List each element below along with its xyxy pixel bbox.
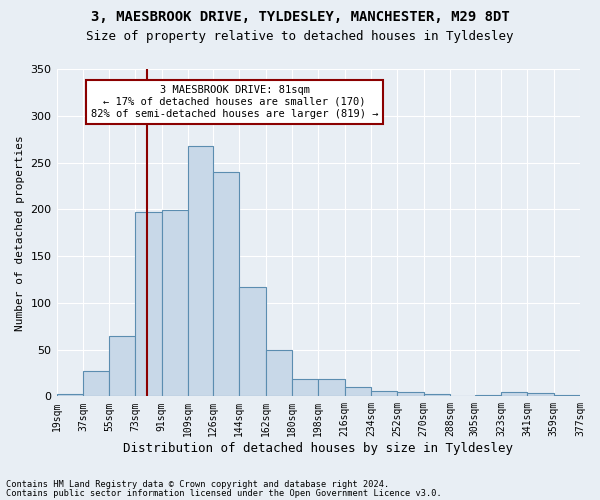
- Bar: [344, 387, 371, 396]
- Bar: [527, 392, 554, 396]
- Text: Contains HM Land Registry data © Crown copyright and database right 2024.: Contains HM Land Registry data © Crown c…: [6, 480, 389, 489]
- Bar: [162, 210, 188, 396]
- X-axis label: Distribution of detached houses by size in Tyldesley: Distribution of detached houses by size …: [123, 442, 513, 455]
- Text: Contains public sector information licensed under the Open Government Licence v3: Contains public sector information licen…: [6, 490, 442, 498]
- Bar: [318, 380, 344, 396]
- Bar: [371, 390, 397, 396]
- Bar: [188, 146, 213, 396]
- Text: 3, MAESBROOK DRIVE, TYLDESLEY, MANCHESTER, M29 8DT: 3, MAESBROOK DRIVE, TYLDESLEY, MANCHESTE…: [91, 10, 509, 24]
- Y-axis label: Number of detached properties: Number of detached properties: [15, 135, 25, 330]
- Bar: [292, 378, 318, 396]
- Text: 3 MAESBROOK DRIVE: 81sqm
← 17% of detached houses are smaller (170)
82% of semi-: 3 MAESBROOK DRIVE: 81sqm ← 17% of detach…: [91, 86, 378, 118]
- Bar: [83, 371, 109, 396]
- Bar: [239, 287, 266, 397]
- Bar: [266, 350, 292, 397]
- Bar: [424, 394, 450, 396]
- Bar: [213, 172, 239, 396]
- Bar: [397, 392, 424, 396]
- Bar: [501, 392, 527, 396]
- Text: Size of property relative to detached houses in Tyldesley: Size of property relative to detached ho…: [86, 30, 514, 43]
- Bar: [136, 212, 162, 396]
- Bar: [56, 394, 83, 396]
- Bar: [109, 336, 136, 396]
